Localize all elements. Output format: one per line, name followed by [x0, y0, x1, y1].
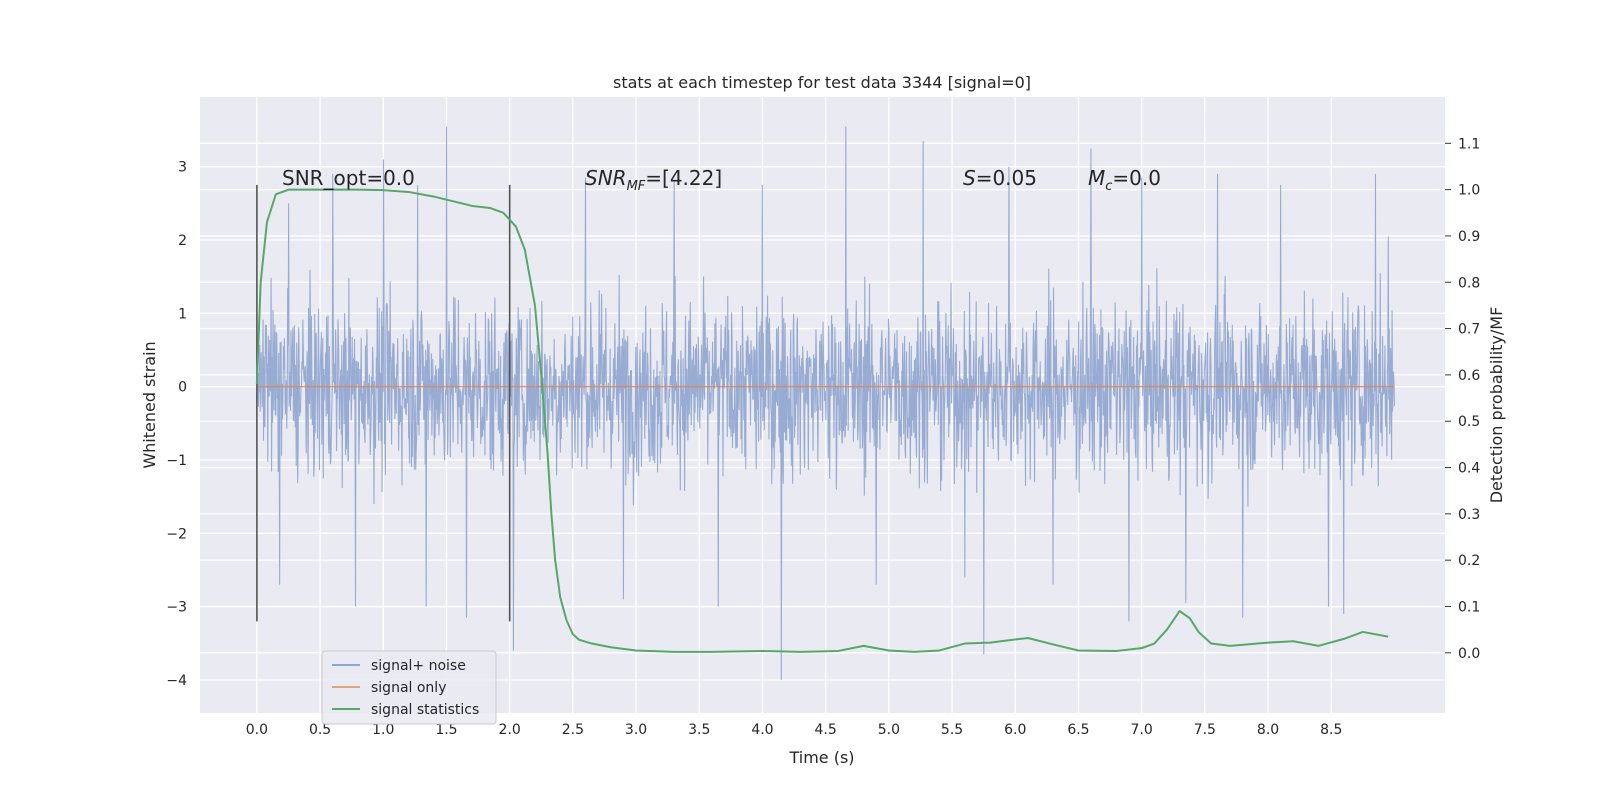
- signal-noise-line: [256, 126, 1395, 681]
- vertical-markers: [256, 185, 511, 622]
- y-axis-label: Whitened strain: [140, 341, 159, 468]
- y-tick-label: 1: [178, 306, 187, 322]
- x-tick-label: 1.0: [372, 722, 394, 738]
- annotation-mc-main: M: [1088, 166, 1105, 190]
- x-tick-label: 0.0: [246, 722, 268, 738]
- x-tick-label: 1.5: [435, 722, 457, 738]
- y2-tick-label: 0.6: [1458, 368, 1480, 384]
- x-tick-label: 3.5: [688, 722, 710, 738]
- y2-tick-label: 0.2: [1458, 553, 1480, 569]
- y2-tick-label: 0.1: [1458, 599, 1480, 615]
- annotation-mc: Mc=0.0: [1088, 166, 1161, 194]
- y2-tick-label: 1.1: [1458, 136, 1480, 152]
- y2-tick-label: 0.0: [1458, 646, 1480, 662]
- chart-title: stats at each timestep for test data 334…: [613, 73, 1031, 92]
- x-tick-label: 8.5: [1320, 722, 1342, 738]
- y2-tick-label: 0.9: [1458, 229, 1480, 245]
- y2-tick-label: 0.8: [1458, 275, 1480, 291]
- annotation-mc-sub: c: [1105, 179, 1112, 194]
- annotation-s-main: S: [963, 166, 976, 190]
- x-tick-label: 3.0: [625, 722, 647, 738]
- legend-label-signal-noise: signal+ noise: [371, 658, 466, 674]
- annotation-s-value: =0.05: [976, 166, 1037, 190]
- x-tick-label: 2.5: [562, 722, 584, 738]
- tick-labels: 0.0 0.5 1.0 1.5 2.0 2.5 3.0 3.5 4.0 4.5 5.0 5.5 6.0 6…: [166, 136, 1480, 738]
- legend-box: [321, 650, 497, 725]
- y-tick-label: −2: [166, 526, 187, 542]
- x-tick-label: 4.0: [751, 722, 773, 738]
- annotation-snr-mf-main: SNR: [585, 166, 627, 190]
- y-tick-label: −4: [166, 673, 187, 689]
- series-signal-noise: [256, 126, 1395, 681]
- annotation-snr-mf: SNRMF=[4.22]: [585, 166, 722, 194]
- y-tick-label: 3: [178, 160, 187, 176]
- x-tick-label: 4.5: [815, 722, 837, 738]
- annotation-snr-opt: SNR_opt=0.0: [282, 166, 415, 190]
- y-tick-label: 0: [178, 380, 187, 396]
- y-tick-label: −1: [166, 453, 187, 469]
- y2-tick-label: 0.5: [1458, 414, 1480, 430]
- annotation-snr-mf-value: =[4.22]: [645, 166, 722, 190]
- y2-tick-label: 1.0: [1458, 183, 1480, 199]
- legend-label-signal-statistics: signal statistics: [371, 702, 479, 718]
- x-tick-label: 0.5: [309, 722, 331, 738]
- annotation-s: S=0.05: [963, 166, 1037, 190]
- y2-tick-label: 0.3: [1458, 507, 1480, 523]
- x-tick-label: 2.0: [499, 722, 521, 738]
- x-axis-label: Time (s): [788, 748, 854, 767]
- x-tick-label: 7.0: [1131, 722, 1153, 738]
- series-signal-statistics: [255, 188, 1389, 653]
- x-tick-label: 7.5: [1194, 722, 1216, 738]
- x-tick-label: 5.0: [878, 722, 900, 738]
- legend-label-signal-only: signal only: [371, 680, 446, 696]
- signal-statistics-line: [255, 188, 1389, 653]
- y2-tick-label: 0.4: [1458, 461, 1480, 477]
- x-tick-label: 6.5: [1067, 722, 1089, 738]
- y-tick-label: 2: [178, 233, 187, 249]
- legend: signal+ noise signal only signal statist…: [321, 650, 497, 725]
- annotation-mc-value: =0.0: [1112, 166, 1161, 190]
- y2-tick-label: 0.7: [1458, 322, 1480, 338]
- x-tick-label: 8.0: [1257, 722, 1279, 738]
- annotation-snr-mf-sub: MF: [627, 179, 646, 194]
- x-tick-label: 6.0: [1004, 722, 1026, 738]
- y2-axis-label: Detection probability/MF: [1487, 307, 1506, 504]
- x-tick-label: 5.5: [941, 722, 963, 738]
- y-tick-label: −3: [166, 600, 187, 616]
